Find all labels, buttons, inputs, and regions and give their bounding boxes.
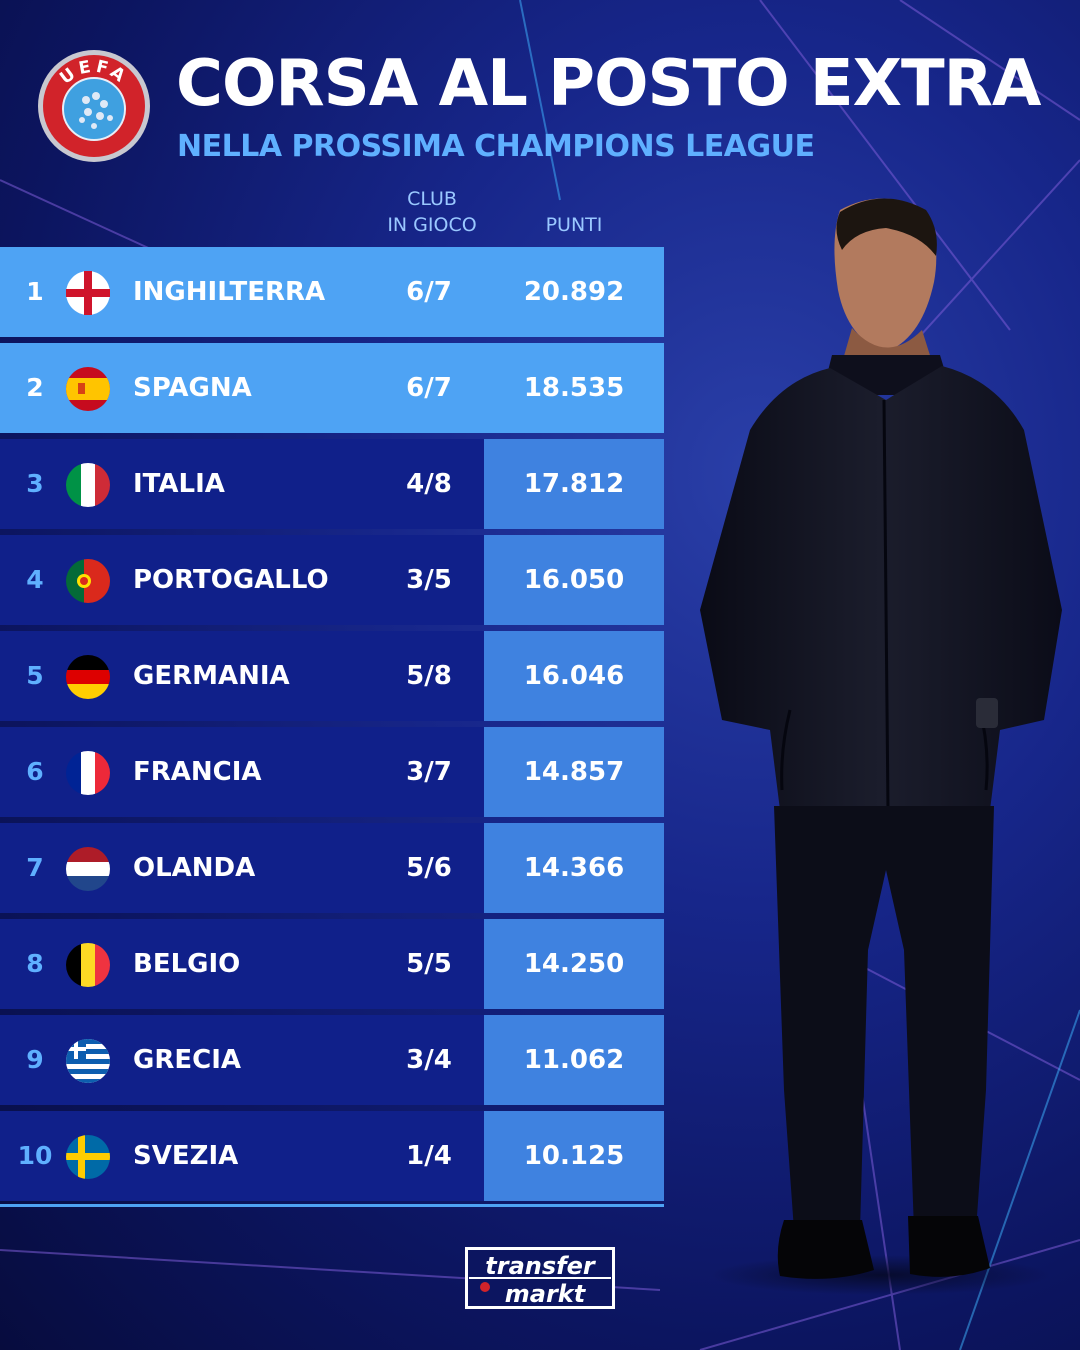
table-row: 8 BELGIO 5/5 14.250 — [0, 919, 664, 1009]
table-row: 4 PORTOGALLO 3/5 16.050 — [0, 535, 664, 625]
table-row: 6 FRANCIA 3/7 14.857 — [0, 727, 664, 817]
points-cell — [484, 727, 664, 817]
points-value: 17.812 — [523, 469, 625, 499]
uefa-logo: UEFA — [38, 50, 150, 162]
points-cell — [484, 1015, 664, 1105]
ranking-table: 1 INGHILTERRA 6/7 20.892 2 SPAGNA — [0, 247, 664, 1207]
country-name: GERMANIA — [133, 661, 290, 691]
column-header-club-line2: IN GIOCO — [387, 214, 477, 236]
netherlands-flag-icon — [66, 847, 110, 891]
country-name: INGHILTERRA — [133, 277, 326, 307]
points-value: 14.857 — [523, 757, 625, 787]
country-name: SVEZIA — [133, 1141, 239, 1171]
rank: 9 — [26, 1045, 44, 1074]
clubs-in-play: 5/8 — [406, 661, 452, 691]
rank: 6 — [26, 757, 44, 786]
clubs-in-play: 5/6 — [406, 853, 452, 883]
points-value: 11.062 — [523, 1045, 625, 1075]
country-name: BELGIO — [133, 949, 241, 979]
points-cell — [484, 1111, 664, 1201]
brand-line1: transfer — [485, 1252, 597, 1280]
brand-line2: markt — [505, 1280, 587, 1308]
germany-flag-icon — [66, 655, 110, 699]
rank: 1 — [26, 277, 44, 306]
points-cell — [484, 439, 664, 529]
rank: 2 — [26, 373, 44, 402]
table-row: 3 ITALIA 4/8 17.812 — [0, 439, 664, 529]
column-header-club-line1: CLUB — [407, 188, 457, 210]
table-row: 5 GERMANIA 5/8 16.046 — [0, 631, 664, 721]
rank: 7 — [26, 853, 44, 882]
points-value: 18.535 — [523, 373, 625, 403]
clubs-in-play: 4/8 — [406, 469, 452, 499]
points-cell — [484, 823, 664, 913]
belgium-flag-icon — [66, 943, 110, 987]
column-header-club: CLUB IN GIOCO — [370, 186, 494, 238]
clubs-in-play: 3/4 — [406, 1045, 452, 1075]
spain-flag-icon — [66, 367, 110, 411]
points-value: 10.125 — [523, 1141, 625, 1171]
rank: 4 — [26, 565, 44, 594]
rank: 8 — [26, 949, 44, 978]
table-bottom-line — [0, 1204, 664, 1207]
table-row: 9 GRECIA 3/4 11.062 — [0, 1015, 664, 1105]
sweden-flag-icon — [66, 1135, 110, 1179]
points-cell — [484, 535, 664, 625]
points-value: 16.046 — [523, 661, 625, 691]
page-title: CORSA AL POSTO EXTRA — [176, 47, 1041, 121]
column-header-points: PUNTI — [545, 214, 603, 236]
table-row: 7 OLANDA 5/6 14.366 — [0, 823, 664, 913]
page-subtitle: NELLA PROSSIMA CHAMPIONS LEAGUE — [177, 129, 815, 164]
rank: 3 — [26, 469, 44, 498]
country-name: GRECIA — [133, 1045, 241, 1075]
clubs-in-play: 6/7 — [406, 277, 452, 307]
france-flag-icon — [66, 751, 110, 795]
country-name: PORTOGALLO — [133, 565, 329, 595]
clubs-in-play: 1/4 — [406, 1141, 452, 1171]
country-name: FRANCIA — [133, 757, 262, 787]
table-row: 10 SVEZIA 1/4 10.125 — [0, 1111, 664, 1201]
portugal-flag-icon — [66, 559, 110, 603]
points-value: 14.366 — [523, 853, 625, 883]
points-value: 20.892 — [523, 277, 625, 307]
rank: 10 — [17, 1141, 53, 1170]
points-value: 16.050 — [523, 565, 625, 595]
country-name: ITALIA — [133, 469, 225, 499]
points-cell — [484, 919, 664, 1009]
points-value: 14.250 — [523, 949, 625, 979]
clubs-in-play: 3/7 — [406, 757, 452, 787]
clubs-in-play: 6/7 — [406, 373, 452, 403]
clubs-in-play: 3/5 — [406, 565, 452, 595]
table-row: 1 INGHILTERRA 6/7 20.892 — [0, 247, 664, 337]
england-flag-icon — [66, 271, 110, 315]
greece-flag-icon — [66, 1039, 110, 1083]
rank: 5 — [26, 661, 44, 690]
country-name: OLANDA — [133, 853, 256, 883]
transfermarkt-logo: transfer markt — [465, 1247, 615, 1309]
clubs-in-play: 5/5 — [406, 949, 452, 979]
table-row: 2 SPAGNA 6/7 18.535 — [0, 343, 664, 433]
points-cell — [484, 631, 664, 721]
coach-photo — [700, 198, 1062, 1295]
italy-flag-icon — [66, 463, 110, 507]
country-name: SPAGNA — [133, 373, 252, 403]
